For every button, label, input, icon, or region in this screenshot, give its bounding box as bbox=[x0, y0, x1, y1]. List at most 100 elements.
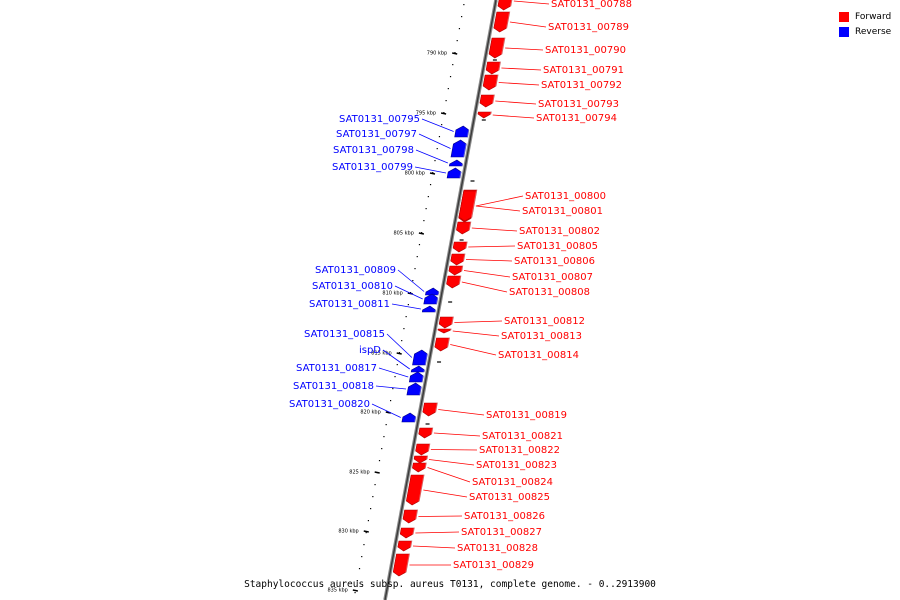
scale-dot bbox=[361, 556, 363, 558]
gene-label[interactable]: SAT0131_00819 bbox=[486, 410, 567, 421]
gene-arrow[interactable] bbox=[485, 61, 501, 75]
gene-label[interactable]: SAT0131_00817 bbox=[296, 363, 377, 374]
gene-arrow[interactable] bbox=[392, 553, 410, 577]
scale-dot bbox=[438, 136, 441, 138]
gene-arrow[interactable] bbox=[423, 293, 439, 305]
gene-highlight bbox=[468, 221, 472, 235]
tick-mark bbox=[396, 352, 402, 355]
gene-highlight bbox=[414, 509, 419, 524]
gene-highlight bbox=[404, 553, 411, 577]
gene-label[interactable]: SAT0131_00826 bbox=[464, 511, 545, 522]
gene-label[interactable]: SAT0131_00802 bbox=[519, 226, 600, 237]
gene-highlight bbox=[449, 328, 452, 334]
scale-dot bbox=[434, 160, 436, 162]
gene-label[interactable]: SAT0131_00828 bbox=[457, 543, 538, 554]
gene-label[interactable]: SAT0131_00820 bbox=[289, 399, 370, 410]
gene-arrow[interactable] bbox=[412, 349, 428, 366]
gene-arrow[interactable] bbox=[401, 412, 417, 423]
gene-label[interactable]: SAT0131_00808 bbox=[509, 287, 590, 298]
gene-arrow[interactable] bbox=[413, 455, 428, 464]
gene-label[interactable]: SAT0131_00789 bbox=[548, 22, 629, 33]
gene-connector bbox=[505, 47, 544, 51]
gene-arrow[interactable] bbox=[488, 37, 506, 59]
gene-arrow[interactable] bbox=[421, 305, 436, 313]
gene-label[interactable]: SAT0131_00814 bbox=[498, 350, 579, 361]
gene-label[interactable]: SAT0131_00813 bbox=[501, 331, 582, 342]
gene-arrow[interactable] bbox=[406, 382, 422, 396]
gene-label[interactable]: SAT0131_00791 bbox=[543, 65, 624, 76]
gene-arrow[interactable] bbox=[410, 365, 425, 373]
scale-dot bbox=[452, 64, 454, 66]
gene-arrow[interactable] bbox=[446, 167, 462, 179]
scale-dot bbox=[412, 280, 414, 282]
gene-arrow[interactable] bbox=[412, 462, 427, 473]
gene-connector bbox=[423, 489, 468, 498]
gene-arrow[interactable] bbox=[422, 402, 438, 417]
gene-label[interactable]: SAT0131_00812 bbox=[504, 316, 585, 327]
gene-arrow[interactable] bbox=[450, 139, 467, 158]
gene-highlight bbox=[497, 61, 502, 75]
gene-label[interactable]: SAT0131_00792 bbox=[541, 80, 622, 91]
gene-connector bbox=[498, 82, 540, 86]
gene-arrow[interactable] bbox=[437, 328, 452, 334]
gene-arrow[interactable] bbox=[458, 190, 478, 222]
gene-label[interactable]: SAT0131_00823 bbox=[476, 460, 557, 471]
gene-arrow[interactable] bbox=[415, 443, 431, 456]
gene-arrow[interactable] bbox=[448, 265, 464, 276]
gene-arrow[interactable] bbox=[448, 159, 464, 167]
gene-connector bbox=[397, 269, 425, 292]
gene-arrow[interactable] bbox=[408, 371, 424, 383]
gene-label[interactable]: SAT0131_00801 bbox=[522, 206, 603, 217]
gene-label[interactable]: SAT0131_00815 bbox=[304, 329, 385, 340]
gene-arrow[interactable] bbox=[434, 337, 450, 352]
gene-arrow[interactable] bbox=[418, 427, 434, 439]
gene-label[interactable]: SAT0131_00824 bbox=[472, 477, 553, 488]
gene-label[interactable]: SAT0131_00809 bbox=[315, 265, 396, 276]
tick-label: 795 kbp bbox=[416, 111, 436, 117]
gene-label[interactable]: SAT0131_00795 bbox=[339, 114, 420, 125]
gene-label[interactable]: SAT0131_00788 bbox=[551, 0, 632, 10]
gene-label[interactable]: SAT0131_00790 bbox=[545, 45, 626, 56]
gene-label[interactable]: ispD bbox=[359, 345, 381, 356]
gene-arrow[interactable] bbox=[456, 221, 472, 235]
gene-arrow[interactable] bbox=[477, 111, 492, 119]
gene-arrow[interactable] bbox=[397, 540, 413, 552]
gene-arrow[interactable] bbox=[446, 275, 462, 289]
gene-arrow[interactable] bbox=[452, 241, 468, 253]
gene-label[interactable]: SAT0131_00827 bbox=[461, 527, 542, 538]
gene-label[interactable]: SAT0131_00799 bbox=[332, 162, 413, 173]
gene-connector bbox=[421, 118, 454, 132]
gene-label[interactable]: SAT0131_00798 bbox=[333, 145, 414, 156]
gene-label[interactable]: SAT0131_00818 bbox=[293, 381, 374, 392]
gene-label[interactable]: SAT0131_00805 bbox=[517, 241, 598, 252]
gene-label[interactable]: SAT0131_00829 bbox=[453, 560, 534, 571]
scale-dot bbox=[372, 496, 374, 498]
gene-connector bbox=[375, 385, 407, 390]
gene-arrow[interactable] bbox=[438, 316, 454, 329]
gene-label[interactable]: SAT0131_00807 bbox=[512, 272, 593, 283]
gene-label[interactable]: SAT0131_00821 bbox=[482, 431, 563, 442]
gene-connector bbox=[382, 349, 410, 370]
gene-label[interactable]: SAT0131_00800 bbox=[525, 191, 606, 202]
gene-label[interactable]: SAT0131_00810 bbox=[312, 281, 393, 292]
scale-dot bbox=[458, 28, 461, 30]
gene-label[interactable]: SAT0131_00822 bbox=[479, 445, 560, 456]
gene-arrow[interactable] bbox=[402, 509, 418, 524]
gene-arrow[interactable] bbox=[482, 74, 499, 91]
gene-label[interactable]: SAT0131_00797 bbox=[336, 129, 417, 140]
gene-arrow[interactable] bbox=[454, 125, 470, 138]
gene-arrow[interactable] bbox=[479, 94, 495, 108]
gene-arrow[interactable] bbox=[493, 11, 511, 33]
gene-label[interactable]: SAT0131_00825 bbox=[469, 492, 550, 503]
forward-swatch bbox=[839, 11, 849, 22]
gene-label[interactable]: SAT0131_00806 bbox=[514, 256, 595, 267]
gene-label[interactable]: SAT0131_00793 bbox=[538, 99, 619, 110]
gene-arrow[interactable] bbox=[399, 527, 415, 539]
scale-dot bbox=[461, 16, 463, 18]
gene-arrow[interactable] bbox=[497, 0, 514, 11]
gene-label[interactable]: SAT0131_00811 bbox=[309, 299, 390, 310]
gene-arrow[interactable] bbox=[405, 474, 425, 506]
gene-connector bbox=[412, 545, 456, 549]
gene-label[interactable]: SAT0131_00794 bbox=[536, 113, 617, 124]
gene-arrow[interactable] bbox=[450, 253, 466, 266]
